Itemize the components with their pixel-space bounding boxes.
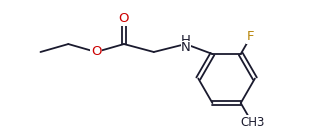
Text: O: O: [119, 12, 129, 25]
Text: N: N: [181, 41, 190, 54]
Text: O: O: [91, 45, 101, 59]
Text: CH3: CH3: [240, 116, 264, 129]
Text: F: F: [247, 30, 254, 43]
Text: H: H: [181, 34, 190, 47]
